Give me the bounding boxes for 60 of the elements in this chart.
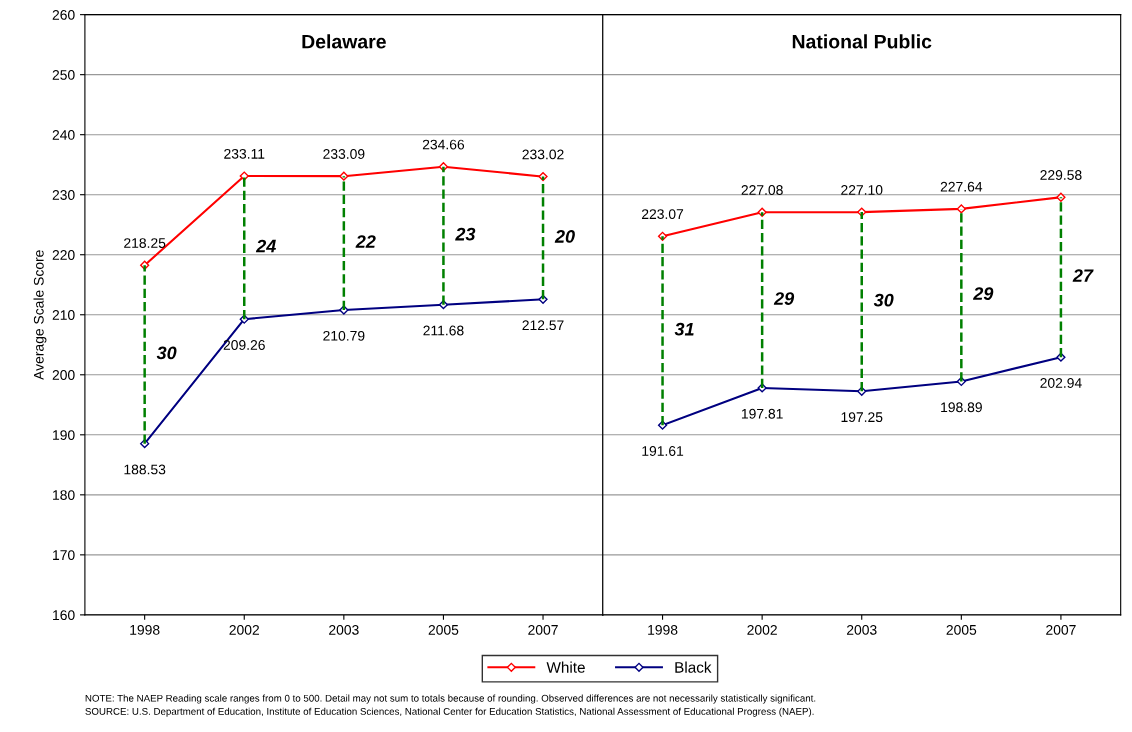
source-note: SOURCE: U.S. Department of Education, Institute of Education Sciences, National Center for Education Statistics, National Assessment of Educational Progress (NAEP). xyxy=(85,707,814,717)
annotation: 30 xyxy=(156,346,177,360)
x-tick-label: 2005 xyxy=(428,624,459,635)
annotation: 27 xyxy=(1072,269,1094,282)
data-label: 197.81 xyxy=(741,408,783,419)
y-tick-label: 210 xyxy=(52,310,75,320)
x-tick-label: 2005 xyxy=(946,624,977,635)
data-label: 197.25 xyxy=(841,412,883,423)
y-tick-label: 260 xyxy=(52,9,75,20)
data-label: 209.26 xyxy=(223,340,265,350)
data-label: 202.94 xyxy=(1040,378,1082,388)
data-label: 227.64 xyxy=(940,181,983,192)
data-label: 211.68 xyxy=(423,325,464,336)
y-tick-label: 180 xyxy=(53,490,75,500)
annotation: 31 xyxy=(674,322,694,336)
y-tick-label: 190 xyxy=(53,430,75,440)
x-tick-label: 2007 xyxy=(1046,624,1076,635)
data-label: 188.53 xyxy=(124,464,166,475)
x-tick-label: 1998 xyxy=(648,624,678,635)
data-label: 233.11 xyxy=(224,148,265,159)
annotation: 29 xyxy=(773,292,795,305)
annotation: 22 xyxy=(355,235,376,248)
data-label: 191.61 xyxy=(642,446,684,456)
x-tick-label: 1998 xyxy=(130,624,160,635)
x-tick-label: 2003 xyxy=(846,624,877,635)
text: Delaware xyxy=(302,34,386,49)
x-tick-label: 2003 xyxy=(329,624,359,635)
annotation: 20 xyxy=(554,230,575,243)
x-tick-label: 2007 xyxy=(528,624,558,635)
y-tick-label: 250 xyxy=(52,70,75,80)
annotation: 23 xyxy=(455,227,476,241)
annotation: 30 xyxy=(873,293,894,307)
x-tick-label: 2002 xyxy=(747,624,777,635)
legend-label: Black xyxy=(675,661,712,673)
y-tick-label: 230 xyxy=(52,190,75,200)
x-tick-label: 2002 xyxy=(229,624,259,635)
point xyxy=(1056,192,1066,202)
y-tick-label: 200 xyxy=(52,370,75,380)
data-label: 227.10 xyxy=(841,185,883,195)
annotation: 29 xyxy=(973,287,994,301)
point xyxy=(956,204,966,214)
y-tick-label: 220 xyxy=(52,250,75,260)
legend-label: White xyxy=(546,661,585,673)
y-tick-label: 240 xyxy=(52,130,75,140)
text: National Public xyxy=(792,34,932,49)
data-label: 233.02 xyxy=(522,149,564,160)
data-label: 210.79 xyxy=(323,330,365,341)
data-label: 233.09 xyxy=(323,149,365,159)
y-axis-title: Average Scale Score xyxy=(33,250,47,380)
data-label: 234.66 xyxy=(422,139,465,150)
text: NOTE: The NAEP Reading scale ranges from 0 to 500. Detail may not sum to totals because of rounding. Observed differences are not necessarily statistically significant. xyxy=(85,694,816,704)
data-label: 212.57 xyxy=(522,320,564,331)
data-label: 218.25 xyxy=(124,238,166,248)
data-label: 223.07 xyxy=(642,209,684,220)
y-tick-label: 170 xyxy=(53,550,75,561)
data-label: 227.08 xyxy=(741,185,783,195)
data-label: 229.58 xyxy=(1040,170,1082,180)
y-tick-label: 160 xyxy=(53,610,75,621)
data-label: 198.89 xyxy=(941,402,982,413)
annotation: 24 xyxy=(255,239,276,253)
